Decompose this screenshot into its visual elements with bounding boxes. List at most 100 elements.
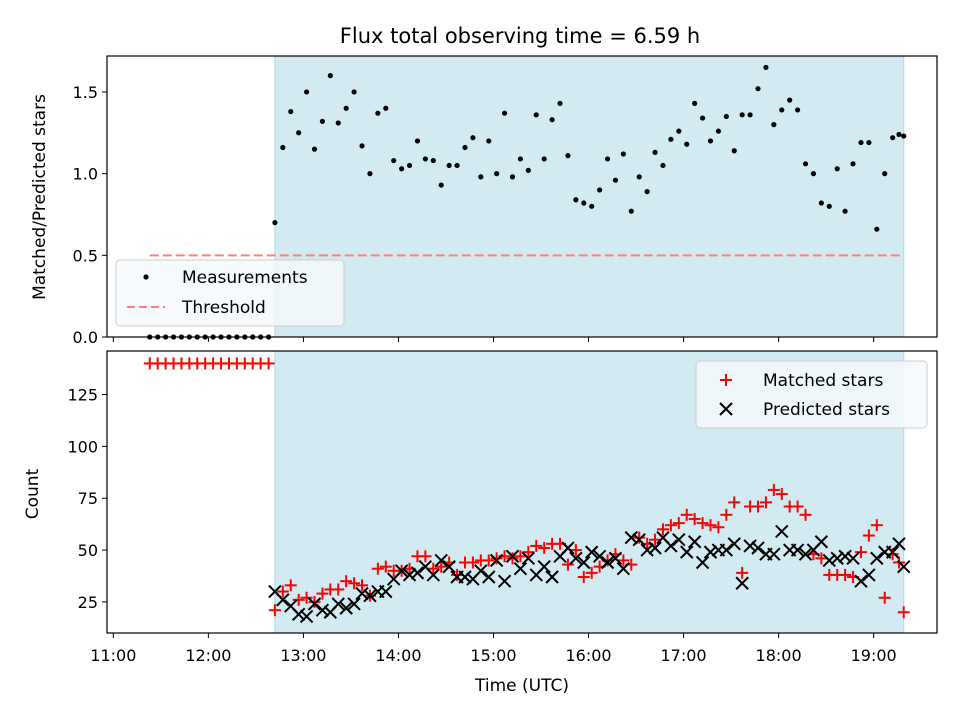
measurement-point [296, 130, 302, 136]
measurement-point [747, 112, 753, 118]
measurement-point [399, 166, 405, 172]
predicted-star-point [814, 535, 829, 549]
matched-star-point [522, 546, 535, 559]
predicted-star-point [545, 570, 559, 584]
predicted-star-point [664, 539, 678, 553]
matched-star-point [752, 500, 765, 513]
matched-star-point [332, 583, 345, 596]
predicted-star-point [790, 543, 805, 557]
x-tick-label: 19:00 [851, 646, 897, 665]
legend-predicted-marker [719, 402, 733, 416]
predicted-star-point [735, 576, 749, 590]
predicted-star-point [513, 562, 528, 576]
predicted-star-point [719, 543, 734, 557]
matched-star-point [862, 529, 875, 542]
measurement-point [438, 182, 444, 188]
predicted-star-point [291, 607, 306, 622]
legend-threshold: Threshold [181, 298, 266, 318]
predicted-star-point [410, 566, 425, 580]
predicted-star-point [434, 553, 448, 568]
predicted-star-point [687, 535, 702, 549]
measurement-point [565, 153, 571, 159]
legend-predicted-stars: Predicted stars [763, 400, 890, 420]
measurement-point [787, 97, 793, 103]
measurement-point [731, 148, 737, 154]
measurement-point [288, 108, 294, 115]
x-tick-label: 14:00 [375, 646, 421, 665]
measurement-point [509, 174, 516, 180]
measurement-point [810, 171, 817, 177]
predicted-star-point [458, 570, 472, 584]
bottom-ytick-label: 75 [78, 489, 98, 508]
measurement-point [644, 188, 650, 195]
top-panel: 0.0 0.5 1.0 1.5 Matched/Predicted stars Mea… [30, 55, 938, 347]
measurement-point [660, 162, 666, 169]
matched-star-point [688, 512, 701, 525]
measurement-point [755, 86, 761, 92]
measurement-point [335, 120, 341, 126]
predicted-star-point [474, 564, 488, 578]
measurement-point [834, 166, 840, 172]
matched-star-point [656, 523, 669, 536]
predicted-star-point [870, 551, 884, 566]
measurement-point [359, 143, 365, 149]
measurement-point [414, 138, 421, 144]
bottom-axes-frame [106, 350, 938, 634]
bottom-panel: 25 50 75 100 125 11:00 12:00 13:00 14:00 15:00 16… [23, 350, 938, 665]
matched-star-point [268, 604, 281, 617]
top-legend: Measurements Threshold [115, 259, 345, 327]
predicted-star-point [600, 555, 615, 570]
measurement-point [779, 107, 785, 113]
matched-star-point [262, 357, 275, 370]
predicted-star-point [426, 568, 441, 582]
measurement-point [501, 110, 508, 116]
measurement-point [707, 138, 714, 144]
measurement-point [327, 73, 333, 79]
measurement-point [866, 139, 872, 146]
matched-star-point [680, 508, 693, 521]
bottom-ytick-label: 100 [67, 437, 98, 456]
matched-star-point [506, 552, 519, 565]
matched-star-point [704, 519, 717, 532]
matched-star-point [466, 556, 479, 569]
x-tick-label: 12:00 [185, 646, 231, 665]
predicted-star-point [854, 574, 868, 588]
measurement-point [589, 203, 595, 209]
predicted-star-point [695, 555, 710, 570]
measurement-point [494, 171, 500, 177]
matched-star-point [775, 488, 788, 501]
predicted-star-point [299, 609, 314, 624]
measurement-point [684, 141, 690, 147]
predicted-star-point [798, 547, 813, 561]
measurement-point [549, 117, 555, 123]
predicted-star-point [632, 532, 646, 547]
bottom-ytick-label: 25 [78, 593, 98, 612]
matched-star-point [538, 541, 551, 554]
measurement-point [676, 128, 682, 134]
top-ytick-label: 0.0 [73, 328, 98, 347]
matched-star-point [633, 531, 646, 544]
measurement-point [874, 226, 880, 232]
measurement-point [280, 144, 286, 151]
matched-star-point [712, 521, 725, 534]
predicted-star-point [680, 545, 694, 559]
measurement-point [771, 122, 777, 128]
matched-star-point [514, 550, 527, 563]
measurement-point [652, 149, 658, 155]
predicted-star-point [775, 524, 789, 539]
measurement-point [802, 161, 809, 167]
matched-star-point [561, 558, 574, 571]
measurement-point [343, 105, 349, 111]
predicted-star-point [489, 553, 504, 568]
matched-star-point [720, 508, 733, 521]
measurement-point [763, 64, 769, 71]
bottom-ytick-label: 50 [78, 541, 98, 560]
predicted-star-point [521, 551, 536, 566]
predicted-star-point [577, 555, 591, 570]
predicted-star-point [885, 545, 900, 559]
matched-star-point [356, 579, 369, 592]
measurement-point [406, 162, 413, 169]
matched-star-point [284, 579, 297, 592]
measurement-point [517, 156, 524, 162]
matched-star-point [759, 496, 772, 509]
